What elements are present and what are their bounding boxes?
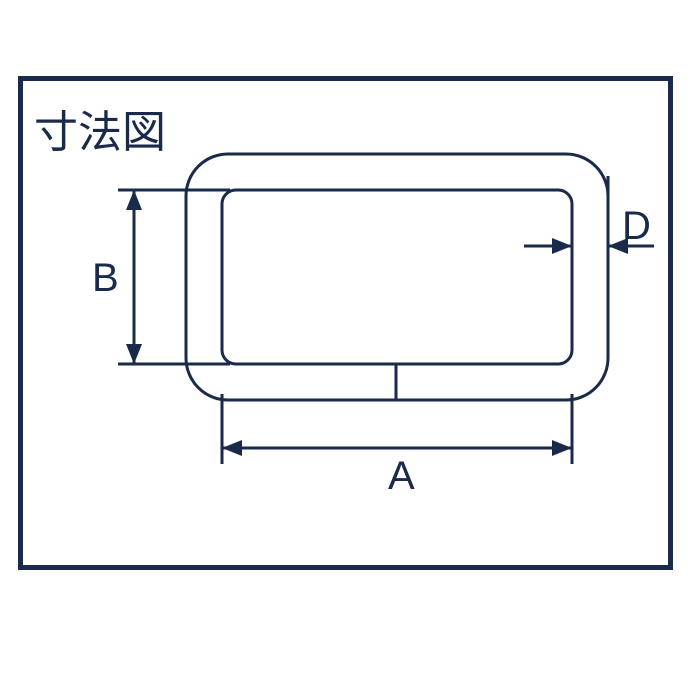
dimension-label-d: D (622, 204, 651, 249)
dimension-drawing (0, 0, 691, 691)
dimension-label-a: A (388, 454, 415, 499)
dimension-label-b: B (92, 256, 119, 301)
